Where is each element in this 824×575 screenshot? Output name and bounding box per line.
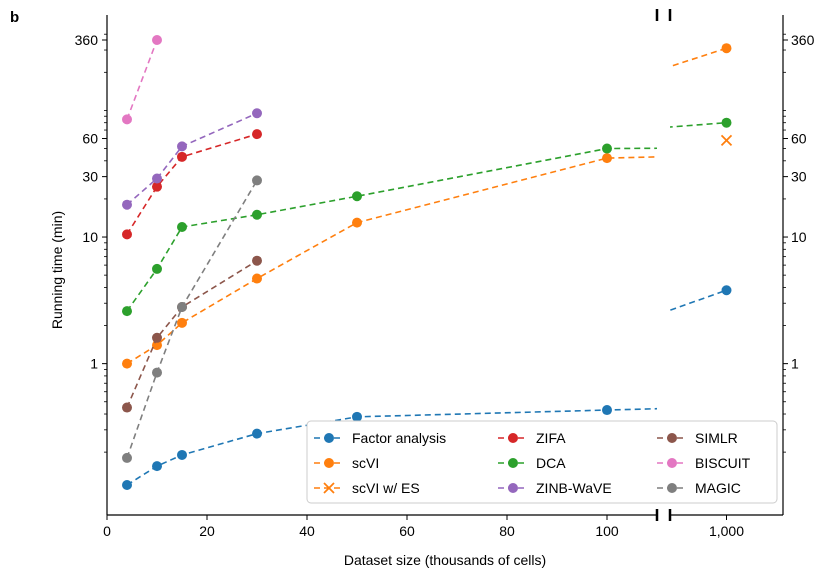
- legend-label: DCA: [536, 455, 566, 471]
- point-magic: [177, 302, 187, 313]
- point-zifa: [252, 129, 262, 140]
- legend-item-scvi-w-es: scVI w/ ES: [314, 480, 420, 496]
- legend-label: ZINB-WaVE: [536, 480, 612, 496]
- series-line-magic: [126, 180, 258, 459]
- plot-area-right: [670, 43, 733, 312]
- legend-label: ZIFA: [536, 430, 566, 446]
- series-line-dca-right: [670, 121, 727, 128]
- point-simlr: [152, 332, 162, 343]
- series-line-scvi: [126, 156, 657, 365]
- series-line-biscuit: [126, 39, 158, 120]
- point-zifa: [122, 229, 132, 240]
- point-scvi: [721, 43, 732, 54]
- point-scvi: [602, 153, 612, 164]
- x-tick-label: 20: [199, 523, 215, 539]
- legend-item-biscuit: BISCUIT: [657, 455, 751, 471]
- legend-item-zinb-wave: ZINB-WaVE: [498, 480, 612, 496]
- point-biscuit: [152, 35, 162, 45]
- x-axis-label: Dataset size (thousands of cells): [344, 552, 546, 568]
- point-dca: [352, 191, 362, 202]
- point-zifa: [177, 151, 187, 162]
- point-simlr: [122, 402, 132, 413]
- x-tick-label: 0: [103, 523, 111, 539]
- series-line-zifa: [126, 133, 258, 235]
- point-dca: [177, 222, 187, 233]
- point-zifa: [152, 181, 162, 192]
- legend-label: BISCUIT: [695, 455, 751, 471]
- point-dca: [122, 306, 132, 317]
- axes: 1 1 10 10 30 30 60 60 360 360 0 20 40 60 80 100 1,000: [75, 9, 815, 539]
- point-simlr: [252, 255, 262, 266]
- legend-item-factor-analysis: Factor analysis: [314, 430, 446, 446]
- point-factor-analysis: [177, 449, 187, 460]
- y-axis-label: Running time (min): [49, 211, 65, 329]
- point-biscuit: [122, 114, 132, 125]
- point-dca: [602, 143, 612, 154]
- y-tick-label-right: 1: [791, 356, 799, 372]
- legend: Factor analysis scVI scVI w/ ES ZIFA DCA ZINB…: [306, 420, 778, 504]
- legend-item-simlr: SIMLR: [657, 430, 738, 446]
- point-factor-analysis: [602, 405, 612, 416]
- point-zinb-wave: [122, 199, 132, 210]
- point-magic: [252, 175, 262, 186]
- y-tick-label-right: 30: [791, 169, 807, 185]
- point-magic: [152, 367, 162, 378]
- y-tick-label-left: 10: [82, 229, 98, 245]
- point-dca: [152, 263, 162, 274]
- legend-label: MAGIC: [695, 480, 741, 496]
- series-line-simlr: [126, 260, 258, 408]
- point-dca: [721, 117, 732, 128]
- point-scvi: [177, 317, 187, 328]
- legend-label: scVI: [352, 455, 379, 471]
- x-tick-label: 40: [299, 523, 315, 539]
- point-dca: [252, 209, 262, 220]
- point-magic: [122, 452, 132, 463]
- legend-label: scVI w/ ES: [352, 480, 420, 496]
- legend-item-zifa: ZIFA: [498, 430, 566, 446]
- y-tick-label-left: 30: [82, 169, 98, 185]
- series-line-scvi-right: [670, 47, 727, 68]
- y-tick-label-right: 360: [791, 32, 815, 48]
- point-factor-analysis: [252, 428, 262, 439]
- series-line-dca: [126, 147, 657, 312]
- legend-label: SIMLR: [695, 430, 738, 446]
- point-scvi: [252, 273, 262, 284]
- legend-label: Factor analysis: [352, 430, 446, 446]
- y-tick-label-left: 60: [82, 131, 98, 147]
- point-scvi: [122, 358, 132, 369]
- series-line-zinb-wave: [126, 112, 258, 206]
- x-tick-label: 80: [499, 523, 515, 539]
- legend-box: [306, 420, 778, 504]
- panel-label: b: [10, 9, 19, 26]
- point-factor-analysis: [721, 285, 732, 296]
- y-tick-label-left: 1: [90, 356, 98, 372]
- point-zinb-wave: [252, 108, 262, 119]
- x-tick-label: 1,000: [709, 523, 744, 539]
- point-zinb-wave: [177, 141, 187, 152]
- legend-item-scvi: scVI: [314, 455, 379, 471]
- legend-item-magic: MAGIC: [657, 480, 741, 496]
- x-tick-label: 60: [399, 523, 415, 539]
- point-factor-analysis: [152, 461, 162, 472]
- point-scvi-w-es: [720, 134, 733, 147]
- y-tick-label-right: 60: [791, 131, 807, 147]
- point-factor-analysis: [352, 411, 362, 422]
- series-line-factor-analysis-right: [670, 289, 727, 312]
- x-tick-label: 100: [595, 523, 619, 539]
- legend-item-dca: DCA: [498, 455, 566, 471]
- point-scvi: [352, 217, 362, 228]
- plot-area-left: [122, 35, 657, 490]
- point-factor-analysis: [122, 480, 132, 490]
- point-zinb-wave: [152, 173, 162, 184]
- y-tick-label-left: 360: [75, 32, 99, 48]
- y-tick-label-right: 10: [791, 229, 807, 245]
